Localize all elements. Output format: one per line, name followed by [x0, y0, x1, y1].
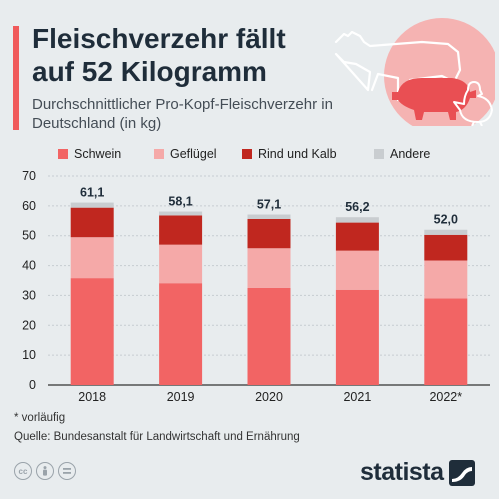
bar-segment: [335, 289, 379, 385]
legend-label-schwein: Schwein: [74, 147, 122, 161]
bar-segment: [159, 283, 203, 385]
y-tick-label: 70: [22, 169, 36, 183]
x-tick-label: 2020: [255, 390, 283, 404]
legend-swatch-gefluegel: [154, 149, 164, 159]
chicken-icon: [453, 81, 493, 126]
pig-icon: [392, 78, 476, 120]
animals-illustration: [334, 18, 495, 126]
x-tick-label: 2019: [167, 390, 195, 404]
bar-total-label: 56,2: [345, 200, 369, 214]
cc-icon[interactable]: cc: [14, 462, 32, 480]
y-tick-label: 0: [29, 378, 36, 392]
bar-segment: [335, 217, 379, 223]
bar-segment: [247, 214, 291, 219]
legend-swatch-andere: [374, 149, 384, 159]
bar-total-label: 58,1: [168, 195, 192, 209]
bar-segment: [247, 218, 291, 249]
chart-legend: Schwein Geflügel Rind und Kalb Andere: [58, 146, 488, 162]
legend-label-rind: Rind und Kalb: [258, 147, 337, 161]
bar-segment: [247, 287, 291, 385]
bar-total-label: 52,0: [434, 213, 458, 227]
by-icon[interactable]: [36, 462, 54, 480]
bar-segment: [70, 202, 114, 208]
bar-segment: [335, 222, 379, 251]
bar-segment: [424, 229, 468, 235]
y-tick-label: 60: [22, 199, 36, 213]
source-note: Quelle: Bundesanstalt für Landwirtschaft…: [14, 431, 300, 443]
stacked-bar-chart: 0 10 20 30 40 50 60 70 61,1 2018 58,1 2019 57,1 2020 5…: [22, 169, 490, 404]
y-tick-label: 10: [22, 348, 36, 362]
cow-icon: [334, 30, 462, 102]
bar-total-label: 57,1: [257, 198, 281, 212]
bar-segment: [247, 248, 291, 288]
bar-segment: [70, 207, 114, 238]
bar-segment: [424, 260, 468, 299]
legend-item-gefluegel: Geflügel: [154, 146, 217, 162]
x-tick-label: 2022*: [429, 390, 462, 404]
bar-segment: [335, 250, 379, 290]
chart-subtitle: Durchschnittlicher Pro-Kopf-Fleischverze…: [32, 96, 333, 132]
legend-swatch-rind: [242, 149, 252, 159]
legend-item-andere: Andere: [374, 146, 430, 162]
bar-segment: [424, 298, 468, 385]
bar-segment: [159, 215, 203, 245]
legend-label-gefluegel: Geflügel: [170, 147, 217, 161]
license-icons: cc: [14, 462, 76, 480]
bar-total-label: 61,1: [80, 186, 104, 200]
footnote: * vorläufig: [14, 412, 66, 424]
nd-icon[interactable]: [58, 462, 76, 480]
bar-segment: [159, 244, 203, 284]
brand-name: statista: [360, 458, 444, 486]
legend-label-andere: Andere: [390, 147, 431, 161]
legend-item-rind: Rind und Kalb: [242, 146, 337, 162]
bar-segment: [70, 278, 114, 385]
statista-brand[interactable]: statista: [360, 458, 475, 487]
x-tick-label: 2018: [78, 390, 106, 404]
bar-segment: [70, 237, 114, 279]
chart-title: Fleischverzehr fällt auf 52 Kilogramm: [32, 23, 286, 87]
statista-logo-icon: [448, 459, 475, 486]
bar-segment: [424, 234, 468, 261]
y-tick-label: 30: [22, 288, 36, 302]
legend-item-schwein: Schwein: [58, 146, 121, 162]
accent-bar: [13, 26, 19, 130]
y-tick-label: 50: [22, 229, 36, 243]
y-tick-label: 20: [22, 318, 36, 332]
x-tick-label: 2021: [343, 390, 371, 404]
y-tick-label: 40: [22, 259, 36, 273]
legend-swatch-schwein: [58, 149, 68, 159]
bar-segment: [159, 211, 203, 216]
